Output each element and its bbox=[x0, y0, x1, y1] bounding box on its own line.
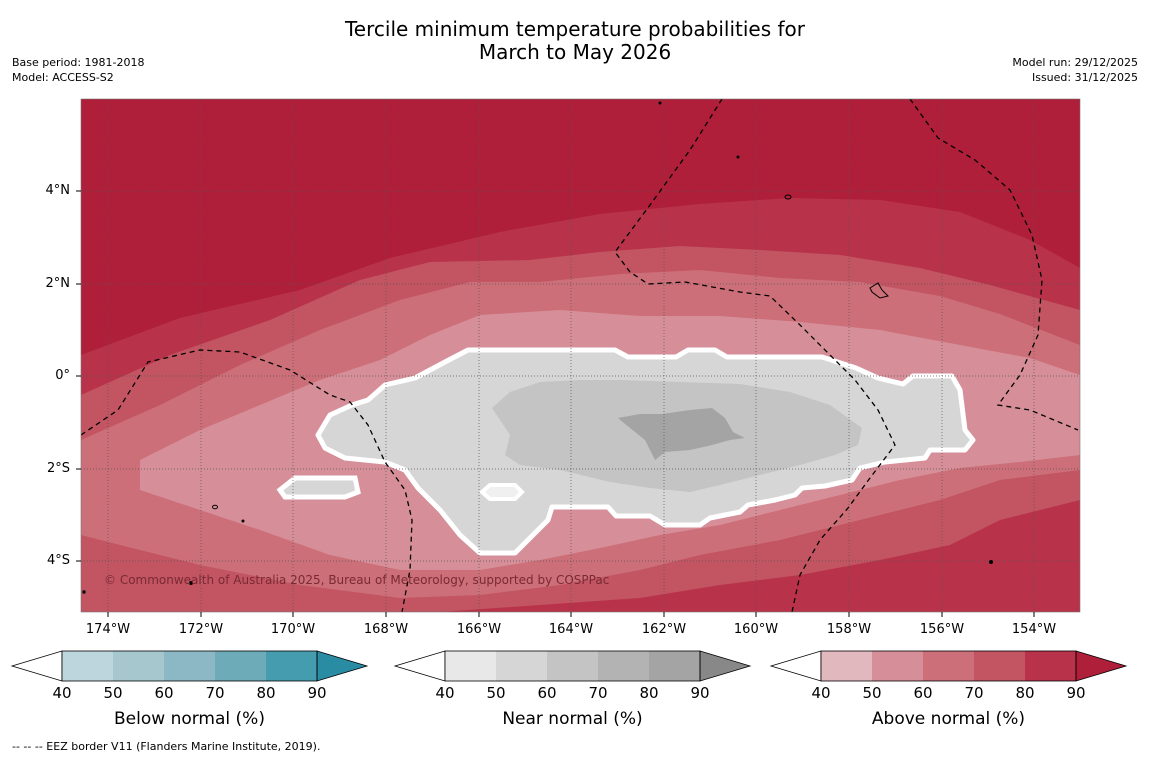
lat-label-4n: 4°N bbox=[45, 183, 71, 198]
lat-label-2n: 2°N bbox=[45, 276, 71, 291]
colorbar-below-tick: 60 bbox=[154, 684, 174, 702]
colorbar-below-seg-5 bbox=[266, 651, 317, 681]
island-6 bbox=[989, 560, 993, 564]
colorbar-below-seg-2 bbox=[113, 651, 164, 681]
colorbar-near-seg-2 bbox=[496, 651, 547, 681]
eez-borders bbox=[81, 99, 1079, 612]
colorbar-below-tick: 40 bbox=[52, 684, 72, 702]
island-9 bbox=[82, 590, 86, 594]
colorbar-below-title: Below normal (%) bbox=[114, 709, 265, 729]
meta-right: Model run: 29/12/2025 Issued: 31/12/2025 bbox=[1012, 55, 1138, 85]
axis-ticks bbox=[76, 190, 1035, 617]
colorbar-above-tick: 60 bbox=[913, 684, 933, 702]
islands bbox=[82, 101, 993, 594]
island-5 bbox=[189, 581, 193, 585]
lat-label-4s: 4°S bbox=[46, 553, 70, 568]
colorbar-below-seg-3 bbox=[164, 651, 215, 681]
colorbar-above-tick: 70 bbox=[964, 684, 984, 702]
lon-label-174w: 174°W bbox=[85, 622, 131, 637]
map-frame bbox=[80, 98, 1081, 613]
colorbar-near-tick: 90 bbox=[690, 684, 710, 702]
lat-label-0: 0° bbox=[55, 368, 70, 383]
colorbar-above-seg-5 bbox=[1025, 651, 1076, 681]
colorbar-near-tick: 50 bbox=[486, 684, 506, 702]
island-8 bbox=[658, 101, 662, 105]
colorbar-below-seg-1 bbox=[62, 651, 113, 681]
title-line-1: Tercile minimum temperature probabilitie… bbox=[344, 17, 806, 41]
field-near-80-90 bbox=[618, 408, 745, 460]
colorbar-near bbox=[393, 650, 752, 682]
colorbar-below-extend-max bbox=[316, 650, 369, 682]
colorbar-near-tick: 60 bbox=[537, 684, 557, 702]
colorbar-near-seg-5 bbox=[649, 651, 700, 681]
colorbar-above-seg-4 bbox=[974, 651, 1025, 681]
colorbar-near-tick: 70 bbox=[588, 684, 608, 702]
island-2 bbox=[869, 282, 889, 299]
field-near-40-50-south-patch bbox=[478, 483, 525, 501]
eez-border-1 bbox=[81, 349, 413, 612]
lon-label-162w: 162°W bbox=[641, 622, 687, 637]
colorbar-above bbox=[769, 650, 1128, 682]
colorbar-below-tick: 50 bbox=[103, 684, 123, 702]
island-4 bbox=[241, 519, 245, 523]
colorbar-below-seg-4 bbox=[215, 651, 266, 681]
colorbar-near-seg-1 bbox=[445, 651, 496, 681]
colorbar-above-title: Above normal (%) bbox=[871, 709, 1026, 729]
lon-label-170w: 170°W bbox=[270, 622, 316, 637]
colorbar-above-tick: 40 bbox=[811, 684, 831, 702]
title-line-2: March to May 2026 bbox=[478, 40, 672, 64]
field-near-40-50-west-patch bbox=[276, 475, 361, 500]
colorbar-near-extend-max bbox=[699, 650, 752, 682]
eez-border-3 bbox=[909, 99, 1079, 431]
colorbar-below bbox=[10, 650, 369, 682]
eez-border-2 bbox=[614, 99, 896, 612]
colorbar-above-tick: 50 bbox=[862, 684, 882, 702]
copyright-text: © Commonwealth of Australia 2025, Bureau… bbox=[104, 573, 610, 587]
colorbar-below-extend-min bbox=[10, 650, 63, 682]
model-text: Model: ACCESS-S2 bbox=[12, 71, 114, 84]
colorbar-above-tick: 90 bbox=[1066, 684, 1086, 702]
lon-label-168w: 168°W bbox=[363, 622, 409, 637]
colorbar-above-tick: 80 bbox=[1015, 684, 1035, 702]
colorbar-below-tick: 90 bbox=[307, 684, 327, 702]
colorbar-above-seg-3 bbox=[923, 651, 974, 681]
lon-label-166w: 166°W bbox=[456, 622, 502, 637]
colorbar-near-seg-4 bbox=[598, 651, 649, 681]
colorbar-near-title: Near normal (%) bbox=[502, 709, 643, 729]
model-run-text: Model run: 29/12/2025 bbox=[1012, 56, 1138, 69]
island-7 bbox=[736, 155, 740, 159]
colorbar-above-seg-1 bbox=[821, 651, 872, 681]
colorbar-near-extend-min bbox=[393, 650, 446, 682]
map-field bbox=[81, 99, 1080, 612]
colorbar-above-seg-2 bbox=[872, 651, 923, 681]
lon-label-172w: 172°W bbox=[178, 622, 224, 637]
lon-label-160w: 160°W bbox=[733, 622, 779, 637]
colorbar-above-frame bbox=[820, 650, 1077, 682]
lon-label-156w: 156°W bbox=[919, 622, 965, 637]
colorbar-below-tick: 80 bbox=[256, 684, 276, 702]
colorbar-below-tick: 70 bbox=[205, 684, 225, 702]
lon-label-154w: 154°W bbox=[1011, 622, 1057, 637]
island-1 bbox=[784, 194, 792, 200]
eez-footnote: -- -- -- EEZ border V11 (Flanders Marine… bbox=[12, 740, 321, 753]
lon-label-164w: 164°W bbox=[548, 622, 594, 637]
island-3 bbox=[212, 504, 218, 510]
colorbar-near-frame bbox=[444, 650, 701, 682]
colorbar-above-extend-max bbox=[1075, 650, 1128, 682]
chart-title: Tercile minimum temperature probabilitie… bbox=[0, 18, 1150, 64]
lat-label-2s: 2°S bbox=[46, 461, 70, 476]
colorbar-near-seg-3 bbox=[547, 651, 598, 681]
colorbar-near-tick: 80 bbox=[639, 684, 659, 702]
meta-left: Base period: 1981-2018 Model: ACCESS-S2 bbox=[12, 55, 144, 85]
colorbar-below-frame bbox=[61, 650, 318, 682]
base-period-text: Base period: 1981-2018 bbox=[12, 56, 145, 69]
issued-text: Issued: 31/12/2025 bbox=[1031, 71, 1138, 84]
colorbar-near-tick: 40 bbox=[435, 684, 455, 702]
lon-label-158w: 158°W bbox=[826, 622, 872, 637]
colorbar-above-extend-min bbox=[769, 650, 822, 682]
